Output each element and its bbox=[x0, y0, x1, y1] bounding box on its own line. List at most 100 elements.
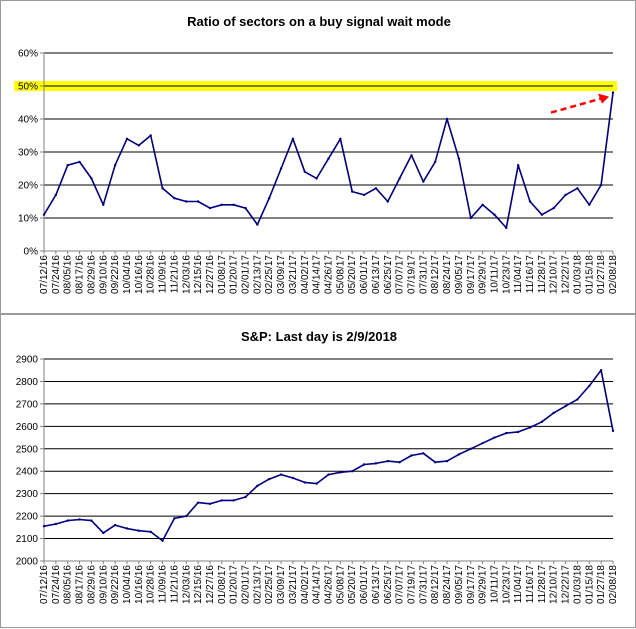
x-tick-label: 08/05/16 bbox=[63, 255, 74, 294]
data-point bbox=[611, 91, 615, 94]
x-tick-label: 12/10/17 bbox=[549, 565, 560, 604]
data-point bbox=[481, 203, 484, 206]
x-tick-label: 10/28/16 bbox=[146, 565, 157, 604]
data-point bbox=[540, 213, 544, 216]
x-tick-label: 11/04/17 bbox=[513, 565, 524, 604]
data-point bbox=[516, 164, 520, 167]
x-tick-label: 01/08/17 bbox=[217, 565, 228, 604]
data-point bbox=[90, 177, 93, 180]
x-tick-label: 09/29/17 bbox=[478, 565, 489, 604]
data-point bbox=[386, 200, 389, 203]
data-point bbox=[469, 216, 472, 220]
data-point bbox=[137, 529, 141, 532]
data-point bbox=[125, 527, 129, 530]
x-tick-label: 02/13/17 bbox=[252, 255, 263, 294]
data-point bbox=[327, 157, 330, 160]
y-tick-label: 2800 bbox=[16, 377, 39, 388]
x-tick-label: 09/10/16 bbox=[98, 565, 109, 604]
x-tick-label: 08/17/16 bbox=[75, 565, 86, 604]
x-tick-label: 07/24/16 bbox=[51, 255, 62, 294]
data-point bbox=[374, 462, 378, 465]
x-tick-label: 12/03/16 bbox=[181, 565, 192, 604]
data-point bbox=[208, 206, 212, 210]
data-point bbox=[185, 200, 188, 203]
data-point bbox=[303, 481, 306, 484]
data-point bbox=[422, 180, 425, 183]
x-tick-label: 07/12/16 bbox=[39, 565, 50, 604]
x-tick-label: 05/08/17 bbox=[335, 255, 346, 294]
x-tick-label: 08/29/16 bbox=[86, 255, 97, 294]
chart-title: S&P: Last day is 2/9/2018 bbox=[241, 329, 397, 344]
x-tick-label: 09/29/17 bbox=[478, 255, 489, 294]
x-tick-label: 01/20/17 bbox=[229, 565, 240, 604]
sp-chart-panel: S&P: Last day is 2/9/2018 2000 2100 2200 230… bbox=[0, 314, 636, 628]
x-tick-label: 10/04/16 bbox=[122, 565, 133, 604]
x-tick-label: 07/19/17 bbox=[406, 255, 417, 294]
data-point bbox=[505, 431, 508, 435]
data-point bbox=[268, 197, 271, 200]
x-tick-label: 06/13/17 bbox=[371, 255, 382, 294]
data-point bbox=[185, 514, 188, 518]
x-tick-label: 04/02/17 bbox=[300, 255, 311, 294]
x-tick-label: 05/20/17 bbox=[347, 255, 358, 294]
data-point bbox=[588, 384, 591, 388]
x-tick-label: 11/21/16 bbox=[169, 255, 180, 294]
data-point bbox=[552, 206, 555, 210]
data-point bbox=[303, 170, 306, 173]
x-tick-label: 11/28/17 bbox=[537, 565, 548, 604]
data-point bbox=[102, 531, 105, 535]
x-tick-label: 06/01/17 bbox=[359, 565, 370, 604]
x-tick-label: 12/27/16 bbox=[205, 565, 216, 604]
y-tick-label: 2300 bbox=[16, 489, 39, 500]
data-point bbox=[78, 160, 81, 164]
x-tick-label: 08/12/17 bbox=[430, 565, 441, 604]
annotation-arrow bbox=[550, 97, 602, 114]
data-point bbox=[196, 501, 200, 504]
data-point bbox=[196, 200, 200, 203]
x-tick-label: 07/31/17 bbox=[418, 255, 429, 294]
data-point bbox=[576, 187, 579, 190]
data-point bbox=[161, 539, 164, 542]
x-tick-label: 02/08/18 bbox=[608, 255, 619, 294]
x-tick-label: 04/26/17 bbox=[324, 255, 335, 294]
data-point bbox=[244, 206, 247, 210]
data-point bbox=[398, 461, 401, 464]
x-tick-label: 10/11/17 bbox=[489, 565, 500, 604]
x-tick-label: 04/02/17 bbox=[300, 565, 311, 604]
arrow-head bbox=[598, 93, 609, 104]
x-tick-label: 07/07/17 bbox=[395, 255, 406, 294]
x-tick-label: 01/08/17 bbox=[217, 255, 228, 294]
data-point bbox=[102, 203, 105, 206]
x-tick-label: 09/10/16 bbox=[98, 255, 109, 294]
data-point bbox=[256, 484, 259, 488]
x-tick-label: 02/25/17 bbox=[264, 255, 275, 294]
x-tick-label: 09/17/17 bbox=[466, 255, 477, 294]
data-point bbox=[208, 502, 212, 505]
data-point bbox=[66, 519, 69, 522]
data-point bbox=[410, 454, 413, 457]
x-tick-label: 11/09/16 bbox=[158, 255, 169, 294]
x-tick-label: 09/22/16 bbox=[110, 565, 121, 604]
data-point bbox=[445, 117, 449, 121]
x-tick-label: 08/29/16 bbox=[86, 565, 97, 604]
y-tick-label: 2100 bbox=[16, 534, 39, 545]
data-point bbox=[481, 441, 484, 445]
x-tick-label: 04/26/17 bbox=[324, 565, 335, 604]
data-point bbox=[339, 471, 342, 474]
y-tick-label: 40% bbox=[18, 115, 38, 126]
data-point bbox=[315, 482, 318, 485]
x-tick-label: 11/16/17 bbox=[525, 255, 536, 294]
data-point bbox=[42, 525, 46, 528]
x-tick-label: 12/27/16 bbox=[205, 255, 216, 294]
data-point bbox=[232, 203, 235, 206]
x-tick-label: 10/16/16 bbox=[134, 255, 145, 294]
data-point bbox=[113, 523, 117, 527]
data-point bbox=[599, 183, 603, 187]
x-tick-label: 03/21/17 bbox=[288, 565, 299, 604]
y-tick-label: 20% bbox=[18, 181, 38, 192]
data-point bbox=[113, 164, 117, 167]
x-tick-label: 10/11/17 bbox=[489, 255, 500, 294]
x-tick-label: 12/03/16 bbox=[181, 255, 192, 294]
x-tick-label: 12/15/16 bbox=[193, 255, 204, 294]
data-point bbox=[54, 193, 58, 197]
